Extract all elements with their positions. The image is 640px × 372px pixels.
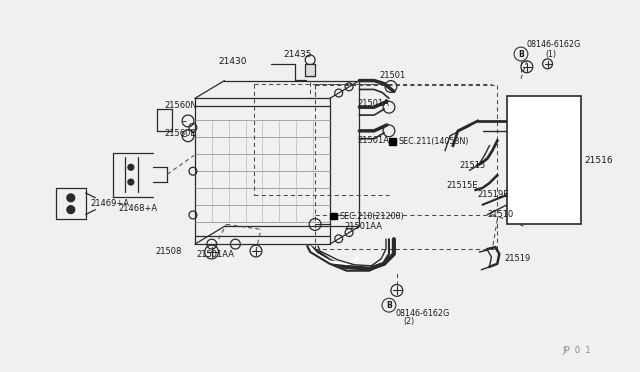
Bar bbox=[507, 96, 581, 224]
Text: 21516: 21516 bbox=[584, 156, 612, 165]
Text: 21515E: 21515E bbox=[446, 180, 477, 189]
Text: SEC.210(21200): SEC.210(21200) bbox=[340, 212, 404, 221]
Bar bbox=[305, 64, 315, 76]
Text: 21501AA: 21501AA bbox=[196, 250, 234, 259]
Bar bbox=[389, 138, 396, 145]
Text: 21430: 21430 bbox=[218, 57, 247, 66]
Text: 21519: 21519 bbox=[504, 254, 531, 263]
Text: B: B bbox=[518, 49, 524, 58]
Text: 08146-6162G: 08146-6162G bbox=[396, 308, 450, 318]
Text: 21501: 21501 bbox=[379, 71, 405, 80]
Text: 21468+A: 21468+A bbox=[118, 204, 157, 213]
Text: (1): (1) bbox=[545, 49, 557, 58]
Text: 21469+A: 21469+A bbox=[90, 199, 129, 208]
Text: 21560N: 21560N bbox=[164, 101, 197, 110]
Circle shape bbox=[67, 206, 75, 214]
Text: JP  0  1: JP 0 1 bbox=[563, 346, 591, 355]
Circle shape bbox=[128, 164, 134, 170]
Text: 21435: 21435 bbox=[284, 49, 312, 58]
Circle shape bbox=[67, 194, 75, 202]
Text: 21501A: 21501A bbox=[357, 136, 389, 145]
Text: 21515: 21515 bbox=[460, 161, 486, 170]
Text: (2): (2) bbox=[404, 317, 415, 327]
Bar bbox=[330, 212, 337, 219]
Circle shape bbox=[128, 179, 134, 185]
Text: 08146-6162G: 08146-6162G bbox=[527, 40, 581, 49]
Text: 21510: 21510 bbox=[488, 210, 514, 219]
Text: 21560E: 21560E bbox=[164, 129, 196, 138]
Text: 21519E: 21519E bbox=[477, 190, 509, 199]
Text: 21501A: 21501A bbox=[357, 99, 389, 108]
Text: B: B bbox=[386, 301, 392, 310]
Text: SEC.211(14053N): SEC.211(14053N) bbox=[399, 137, 469, 146]
Text: 21508: 21508 bbox=[156, 247, 182, 257]
Text: 21501AA: 21501AA bbox=[344, 222, 383, 231]
